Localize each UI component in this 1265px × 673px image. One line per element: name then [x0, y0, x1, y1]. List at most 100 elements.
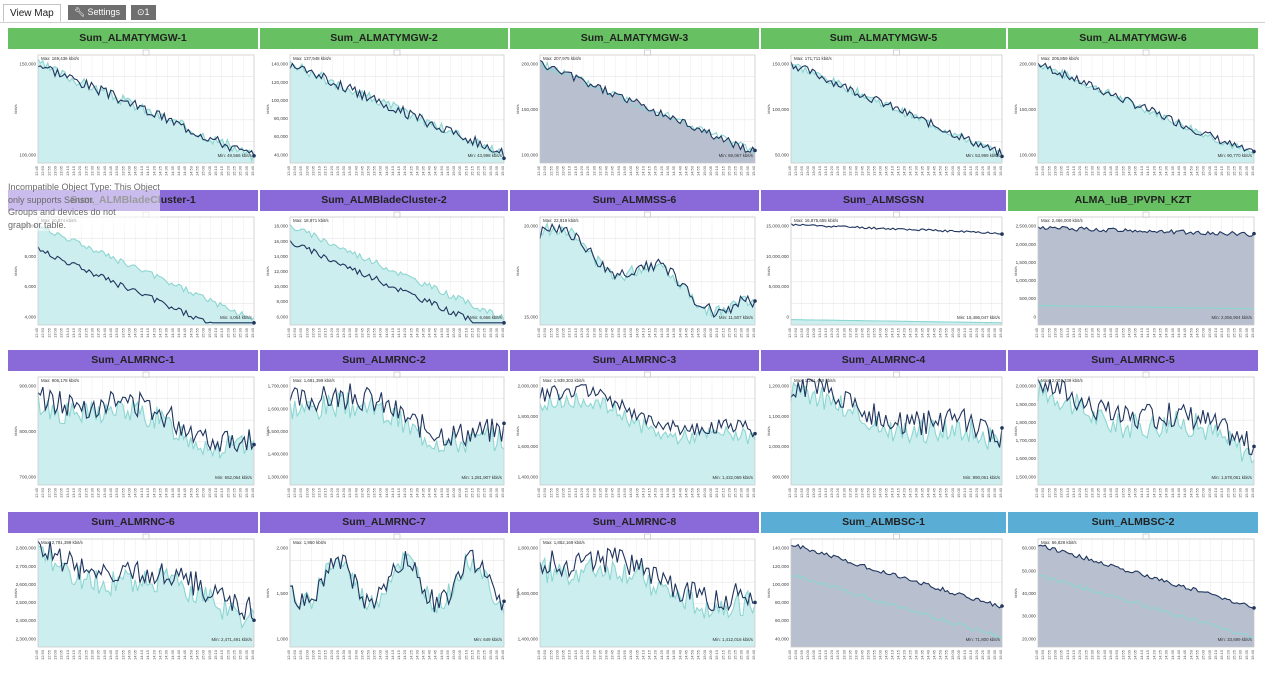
tile-chart-9[interactable]: 15,000,000 10,000,000 5,000,000 0 kbit/s 12:4… — [761, 211, 1006, 351]
tile-chart-4[interactable]: 150,000 100,000 50,000 kbit/s 12:45 12:50 12:5… — [761, 49, 1006, 189]
tab-view-map[interactable]: View Map — [3, 4, 61, 22]
x-tick-label: 14:45 — [182, 327, 187, 338]
x-tick-label: 13:50 — [1114, 649, 1119, 660]
tile-header-1[interactable]: Sum_ALMATYMGW-1 — [8, 28, 258, 49]
y-tick-label: 900,000 — [19, 384, 36, 389]
x-tick-label: 14:40 — [926, 165, 931, 176]
x-tick-label: 14:45 — [1182, 327, 1187, 338]
tile-header-4[interactable]: Sum_ALMATYMGW-5 — [761, 28, 1006, 49]
tile-header-6[interactable]: Sum_ALMBladeCluster-1 — [8, 190, 258, 211]
x-tick-label: 12:55 — [1046, 649, 1051, 660]
x-tick-label: 15:30 — [1238, 165, 1243, 176]
x-tick-label: 13:05 — [811, 327, 816, 338]
x-tick-label: 12:45 — [286, 327, 291, 338]
x-tick-label: 13:45 — [108, 487, 113, 498]
tile-chart-11[interactable]: 900,000 800,000 700,000 kbit/s 12:45 12:50 12:… — [8, 371, 258, 511]
tile-chart-16[interactable]: 2,800,000 2,700,000 2,600,000 2,500,000 2,40… — [8, 533, 258, 673]
tile-chart-2[interactable]: 140,000 120,000 100,000 80,000 60,000 40,000 k… — [260, 49, 508, 189]
chart-toggle-box — [1142, 211, 1150, 218]
tile-header-16[interactable]: Sum_ALMRNC-6 — [8, 512, 258, 533]
tile-header-20[interactable]: Sum_ALMBSC-2 — [1008, 512, 1258, 533]
tile-chart-7[interactable]: 18,000 16,000 14,000 12,000 10,000 8,000 6,000… — [260, 211, 508, 351]
max-value-label: Max: 205,859 kbit/s — [1041, 56, 1080, 61]
x-tick-label: 15:30 — [1238, 649, 1243, 660]
tile-header-3[interactable]: Sum_ALMATYMGW-3 — [510, 28, 759, 49]
x-tick-label: 13:20 — [329, 649, 334, 660]
tile-chart-19[interactable]: 140,000 120,000 100,000 80,000 60,000 40,000 k… — [761, 533, 1006, 673]
tile-chart-5[interactable]: 200,000 150,000 100,000 kbit/s 12:45 12:50 12:… — [1008, 49, 1258, 189]
series-line-primary — [289, 383, 505, 448]
tile-header-11[interactable]: Sum_ALMRNC-1 — [8, 350, 258, 371]
x-tick-label: 15:10 — [463, 165, 468, 176]
y-tick-label: 14,000 — [274, 254, 288, 259]
tile-header-19[interactable]: Sum_ALMBSC-1 — [761, 512, 1006, 533]
max-value-label: Max: 22,919 kbit/s — [543, 218, 579, 223]
tile-header-15[interactable]: Sum_ALMRNC-5 — [1008, 350, 1258, 371]
x-tick-label: 12:45 — [1034, 649, 1039, 660]
x-tick-label: 12:55 — [298, 165, 303, 176]
x-tick-label: 15:40 — [998, 487, 1003, 498]
x-tick-label: 13:30 — [341, 487, 346, 498]
x-tick-label: 13:00 — [554, 165, 559, 176]
tile-header-17[interactable]: Sum_ALMRNC-7 — [260, 512, 508, 533]
x-tick-label: 12:45 — [787, 487, 792, 498]
x-tick-label: 14:55 — [1194, 327, 1199, 338]
x-tick-label: 13:50 — [1114, 487, 1119, 498]
y-tick-label: 30,000 — [1022, 614, 1036, 619]
x-tick-label: 15:10 — [213, 487, 218, 498]
tile-header-5[interactable]: Sum_ALMATYMGW-6 — [1008, 28, 1258, 49]
tile-chart-20[interactable]: 60,000 50,000 40,000 30,000 20,000 kbit/s 12:4… — [1008, 533, 1258, 673]
x-tick-label: 13:45 — [359, 165, 364, 176]
tile-header-8[interactable]: Sum_ALMMSS-6 — [510, 190, 759, 211]
tile-chart-13[interactable]: 2,000,000 1,800,000 1,600,000 1,400,000 kbit… — [510, 371, 759, 511]
tile-header-9[interactable]: Sum_ALMSGSN — [761, 190, 1006, 211]
x-tick-label: 15:10 — [213, 649, 218, 660]
x-tick-label: 13:00 — [304, 165, 309, 176]
x-tick-label: 14:50 — [439, 649, 444, 660]
y-axis-label: kbit/s — [1013, 426, 1018, 435]
tile-header-18[interactable]: Sum_ALMRNC-8 — [510, 512, 759, 533]
x-tick-label: 15:05 — [956, 165, 961, 176]
tile-header-13[interactable]: Sum_ALMRNC-3 — [510, 350, 759, 371]
tile-chart-6[interactable]: 10,000 8,000 6,000 4,000 kbit/s 12:45 12:50 12:… — [8, 211, 258, 351]
tile-header-7[interactable]: Sum_ALMBladeCluster-2 — [260, 190, 508, 211]
pin-button[interactable]: ⊙1 — [131, 5, 156, 20]
x-tick-label: 14:00 — [127, 165, 132, 176]
x-tick-label: 12:50 — [793, 165, 798, 176]
settings-button[interactable]: 🔧︎ Settings — [68, 5, 126, 20]
tile-chart-12[interactable]: 1,700,000 1,600,000 1,500,000 1,400,000 1,30… — [260, 371, 508, 511]
x-tick-label: 12:45 — [536, 649, 541, 660]
series-line-primary — [289, 240, 504, 324]
x-tick-label: 13:50 — [616, 165, 621, 176]
y-tick-label: 2,000,000 — [1016, 384, 1037, 389]
x-tick-label: 14:35 — [421, 487, 426, 498]
x-tick-label: 14:35 — [1170, 649, 1175, 660]
tile-header-12[interactable]: Sum_ALMRNC-2 — [260, 350, 508, 371]
tile-chart-1[interactable]: 150,000 100,000 kbit/s 12:45 12:50 12:55 13:00… — [8, 49, 258, 189]
x-tick-label: 13:25 — [835, 487, 840, 498]
x-tick-label: 13:20 — [579, 649, 584, 660]
x-tick-label: 15:25 — [980, 649, 985, 660]
tile-chart-15[interactable]: 2,000,000 1,900,000 1,800,000 1,700,000 1,60… — [1008, 371, 1258, 511]
tile-chart-3[interactable]: 200,000 150,000 100,000 kbit/s 12:45 12:50 12:… — [510, 49, 759, 189]
x-tick-label: 13:25 — [1083, 165, 1088, 176]
tile-header-2[interactable]: Sum_ALMATYMGW-2 — [260, 28, 508, 49]
chart-toggle-box — [644, 533, 651, 540]
tile-header-14[interactable]: Sum_ALMRNC-4 — [761, 350, 1006, 371]
tile-header-10[interactable]: ALMA_IuB_IPVPN_KZT — [1008, 190, 1258, 211]
x-tick-label: 12:50 — [1040, 487, 1045, 498]
x-tick-label: 13:45 — [859, 327, 864, 338]
x-tick-label: 13:50 — [1114, 327, 1119, 338]
series-area — [540, 60, 755, 163]
x-tick-label: 15:30 — [1238, 487, 1243, 498]
y-tick-label: 10,000,000 — [766, 254, 789, 259]
x-tick-label: 14:25 — [408, 165, 413, 176]
tile-chart-10[interactable]: 2,500,000 2,000,000 1,500,000 1,000,000 500,… — [1008, 211, 1258, 351]
x-tick-label: 14:45 — [683, 487, 688, 498]
x-tick-label: 13:50 — [114, 649, 119, 660]
x-tick-label: 15:15 — [1219, 487, 1224, 498]
tile-chart-14[interactable]: 1,200,000 1,100,000 1,000,000 900,000 kbit/s… — [761, 371, 1006, 511]
